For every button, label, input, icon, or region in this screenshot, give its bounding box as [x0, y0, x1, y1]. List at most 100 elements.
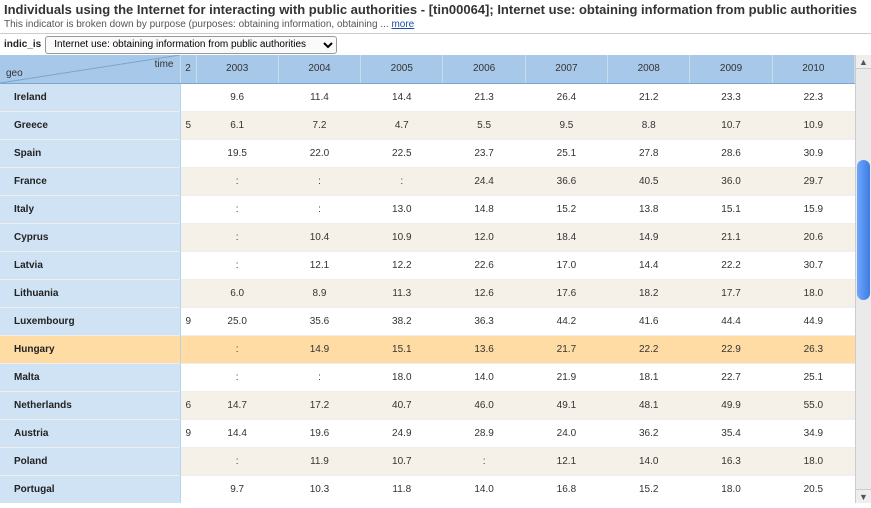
data-cell: 6.1: [196, 111, 278, 139]
scroll-down-arrow[interactable]: ▼: [856, 489, 871, 503]
data-table: geo time 2 2003 2004 2005 2006 2007 2008…: [0, 55, 855, 503]
data-cell: 17.2: [278, 391, 360, 419]
data-cell: 15.2: [608, 475, 690, 503]
table-row[interactable]: Greece56.17.24.75.59.58.810.710.9: [0, 111, 855, 139]
cut-cell: 9: [180, 307, 196, 335]
cut-cell: 5: [180, 111, 196, 139]
row-label: Austria: [0, 419, 180, 447]
row-label: Netherlands: [0, 391, 180, 419]
data-cell: 22.2: [608, 335, 690, 363]
table-row[interactable]: Netherlands614.717.240.746.049.148.149.9…: [0, 391, 855, 419]
data-cell: 14.8: [443, 195, 525, 223]
data-cell: 22.3: [772, 83, 854, 111]
data-cell: 34.9: [772, 419, 854, 447]
column-header[interactable]: 2003: [196, 55, 278, 83]
data-cell: 22.9: [690, 335, 772, 363]
data-cell: 9.5: [525, 111, 607, 139]
data-cell: 24.0: [525, 419, 607, 447]
data-cell: 14.0: [443, 363, 525, 391]
indicator-select[interactable]: Internet use: obtaining information from…: [45, 36, 337, 54]
data-cell: 22.6: [443, 251, 525, 279]
table-row[interactable]: Lithuania6.08.911.312.617.618.217.718.0: [0, 279, 855, 307]
data-cell: 12.1: [278, 251, 360, 279]
table-row[interactable]: Portugal9.710.311.814.016.815.218.020.5: [0, 475, 855, 503]
data-cell: 25.1: [772, 363, 854, 391]
data-cell: 18.0: [772, 279, 854, 307]
data-cell: 18.1: [608, 363, 690, 391]
column-header[interactable]: 2008: [608, 55, 690, 83]
header-row: geo time 2 2003 2004 2005 2006 2007 2008…: [0, 55, 855, 83]
data-cell: 21.2: [608, 83, 690, 111]
data-cell: :: [278, 363, 360, 391]
data-cell: 17.6: [525, 279, 607, 307]
data-cell: :: [196, 447, 278, 475]
cut-cell: [180, 335, 196, 363]
data-cell: 14.7: [196, 391, 278, 419]
column-header[interactable]: 2010: [772, 55, 854, 83]
table-row[interactable]: Austria914.419.624.928.924.036.235.434.9: [0, 419, 855, 447]
data-cell: 10.4: [278, 223, 360, 251]
table-row[interactable]: Latvia:12.112.222.617.014.422.230.7: [0, 251, 855, 279]
row-label: Malta: [0, 363, 180, 391]
data-cell: 11.4: [278, 83, 360, 111]
data-cell: 13.8: [608, 195, 690, 223]
data-cell: :: [278, 167, 360, 195]
data-cell: 16.8: [525, 475, 607, 503]
data-cell: 11.3: [361, 279, 443, 307]
data-cell: 12.0: [443, 223, 525, 251]
data-cell: 9.7: [196, 475, 278, 503]
page-title: Individuals using the Internet for inter…: [4, 2, 867, 17]
data-cell: 21.3: [443, 83, 525, 111]
table-row[interactable]: France:::24.436.640.536.029.7: [0, 167, 855, 195]
data-cell: 14.9: [608, 223, 690, 251]
table-row[interactable]: Spain19.522.022.523.725.127.828.630.9: [0, 139, 855, 167]
more-link[interactable]: more: [391, 19, 414, 30]
column-header[interactable]: 2004: [278, 55, 360, 83]
data-cell: 8.8: [608, 111, 690, 139]
data-cell: 40.5: [608, 167, 690, 195]
scroll-up-arrow[interactable]: ▲: [856, 55, 871, 69]
data-cell: 17.7: [690, 279, 772, 307]
table-row[interactable]: Luxembourg925.035.638.236.344.241.644.44…: [0, 307, 855, 335]
subtitle: This indicator is broken down by purpose…: [0, 18, 871, 33]
vertical-scrollbar[interactable]: ▲ ▼: [855, 55, 871, 503]
column-header[interactable]: 2009: [690, 55, 772, 83]
data-cell: 35.4: [690, 419, 772, 447]
data-cell: 44.4: [690, 307, 772, 335]
column-header[interactable]: 2007: [525, 55, 607, 83]
row-label: Italy: [0, 195, 180, 223]
table-row[interactable]: Cyprus:10.410.912.018.414.921.120.6: [0, 223, 855, 251]
data-cell: 22.5: [361, 139, 443, 167]
data-cell: 18.2: [608, 279, 690, 307]
column-header[interactable]: 2006: [443, 55, 525, 83]
data-cell: :: [443, 447, 525, 475]
data-cell: 41.6: [608, 307, 690, 335]
row-dim-label: geo: [6, 68, 23, 79]
data-cell: 10.3: [278, 475, 360, 503]
table-row[interactable]: Poland:11.910.7:12.114.016.318.0: [0, 447, 855, 475]
data-cell: 29.7: [772, 167, 854, 195]
data-cell: 9.6: [196, 83, 278, 111]
row-label: Poland: [0, 447, 180, 475]
row-label: Cyprus: [0, 223, 180, 251]
column-header[interactable]: 2005: [361, 55, 443, 83]
data-cell: 10.7: [361, 447, 443, 475]
data-cell: 14.9: [278, 335, 360, 363]
data-cell: 6.0: [196, 279, 278, 307]
data-cell: 36.6: [525, 167, 607, 195]
filter-bar: indic_is Internet use: obtaining informa…: [0, 33, 871, 55]
cut-cell: [180, 363, 196, 391]
data-cell: 21.7: [525, 335, 607, 363]
data-cell: 24.4: [443, 167, 525, 195]
data-cell: 35.6: [278, 307, 360, 335]
scroll-thumb[interactable]: [857, 160, 870, 300]
table-row[interactable]: Italy::13.014.815.213.815.115.9: [0, 195, 855, 223]
data-cell: 22.2: [690, 251, 772, 279]
data-cell: 10.7: [690, 111, 772, 139]
data-cell: 8.9: [278, 279, 360, 307]
table-row[interactable]: Hungary:14.915.113.621.722.222.926.3: [0, 335, 855, 363]
table-row[interactable]: Ireland9.611.414.421.326.421.223.322.3: [0, 83, 855, 111]
table-row[interactable]: Malta::18.014.021.918.122.725.1: [0, 363, 855, 391]
data-cell: 18.0: [772, 447, 854, 475]
data-cell: 26.4: [525, 83, 607, 111]
